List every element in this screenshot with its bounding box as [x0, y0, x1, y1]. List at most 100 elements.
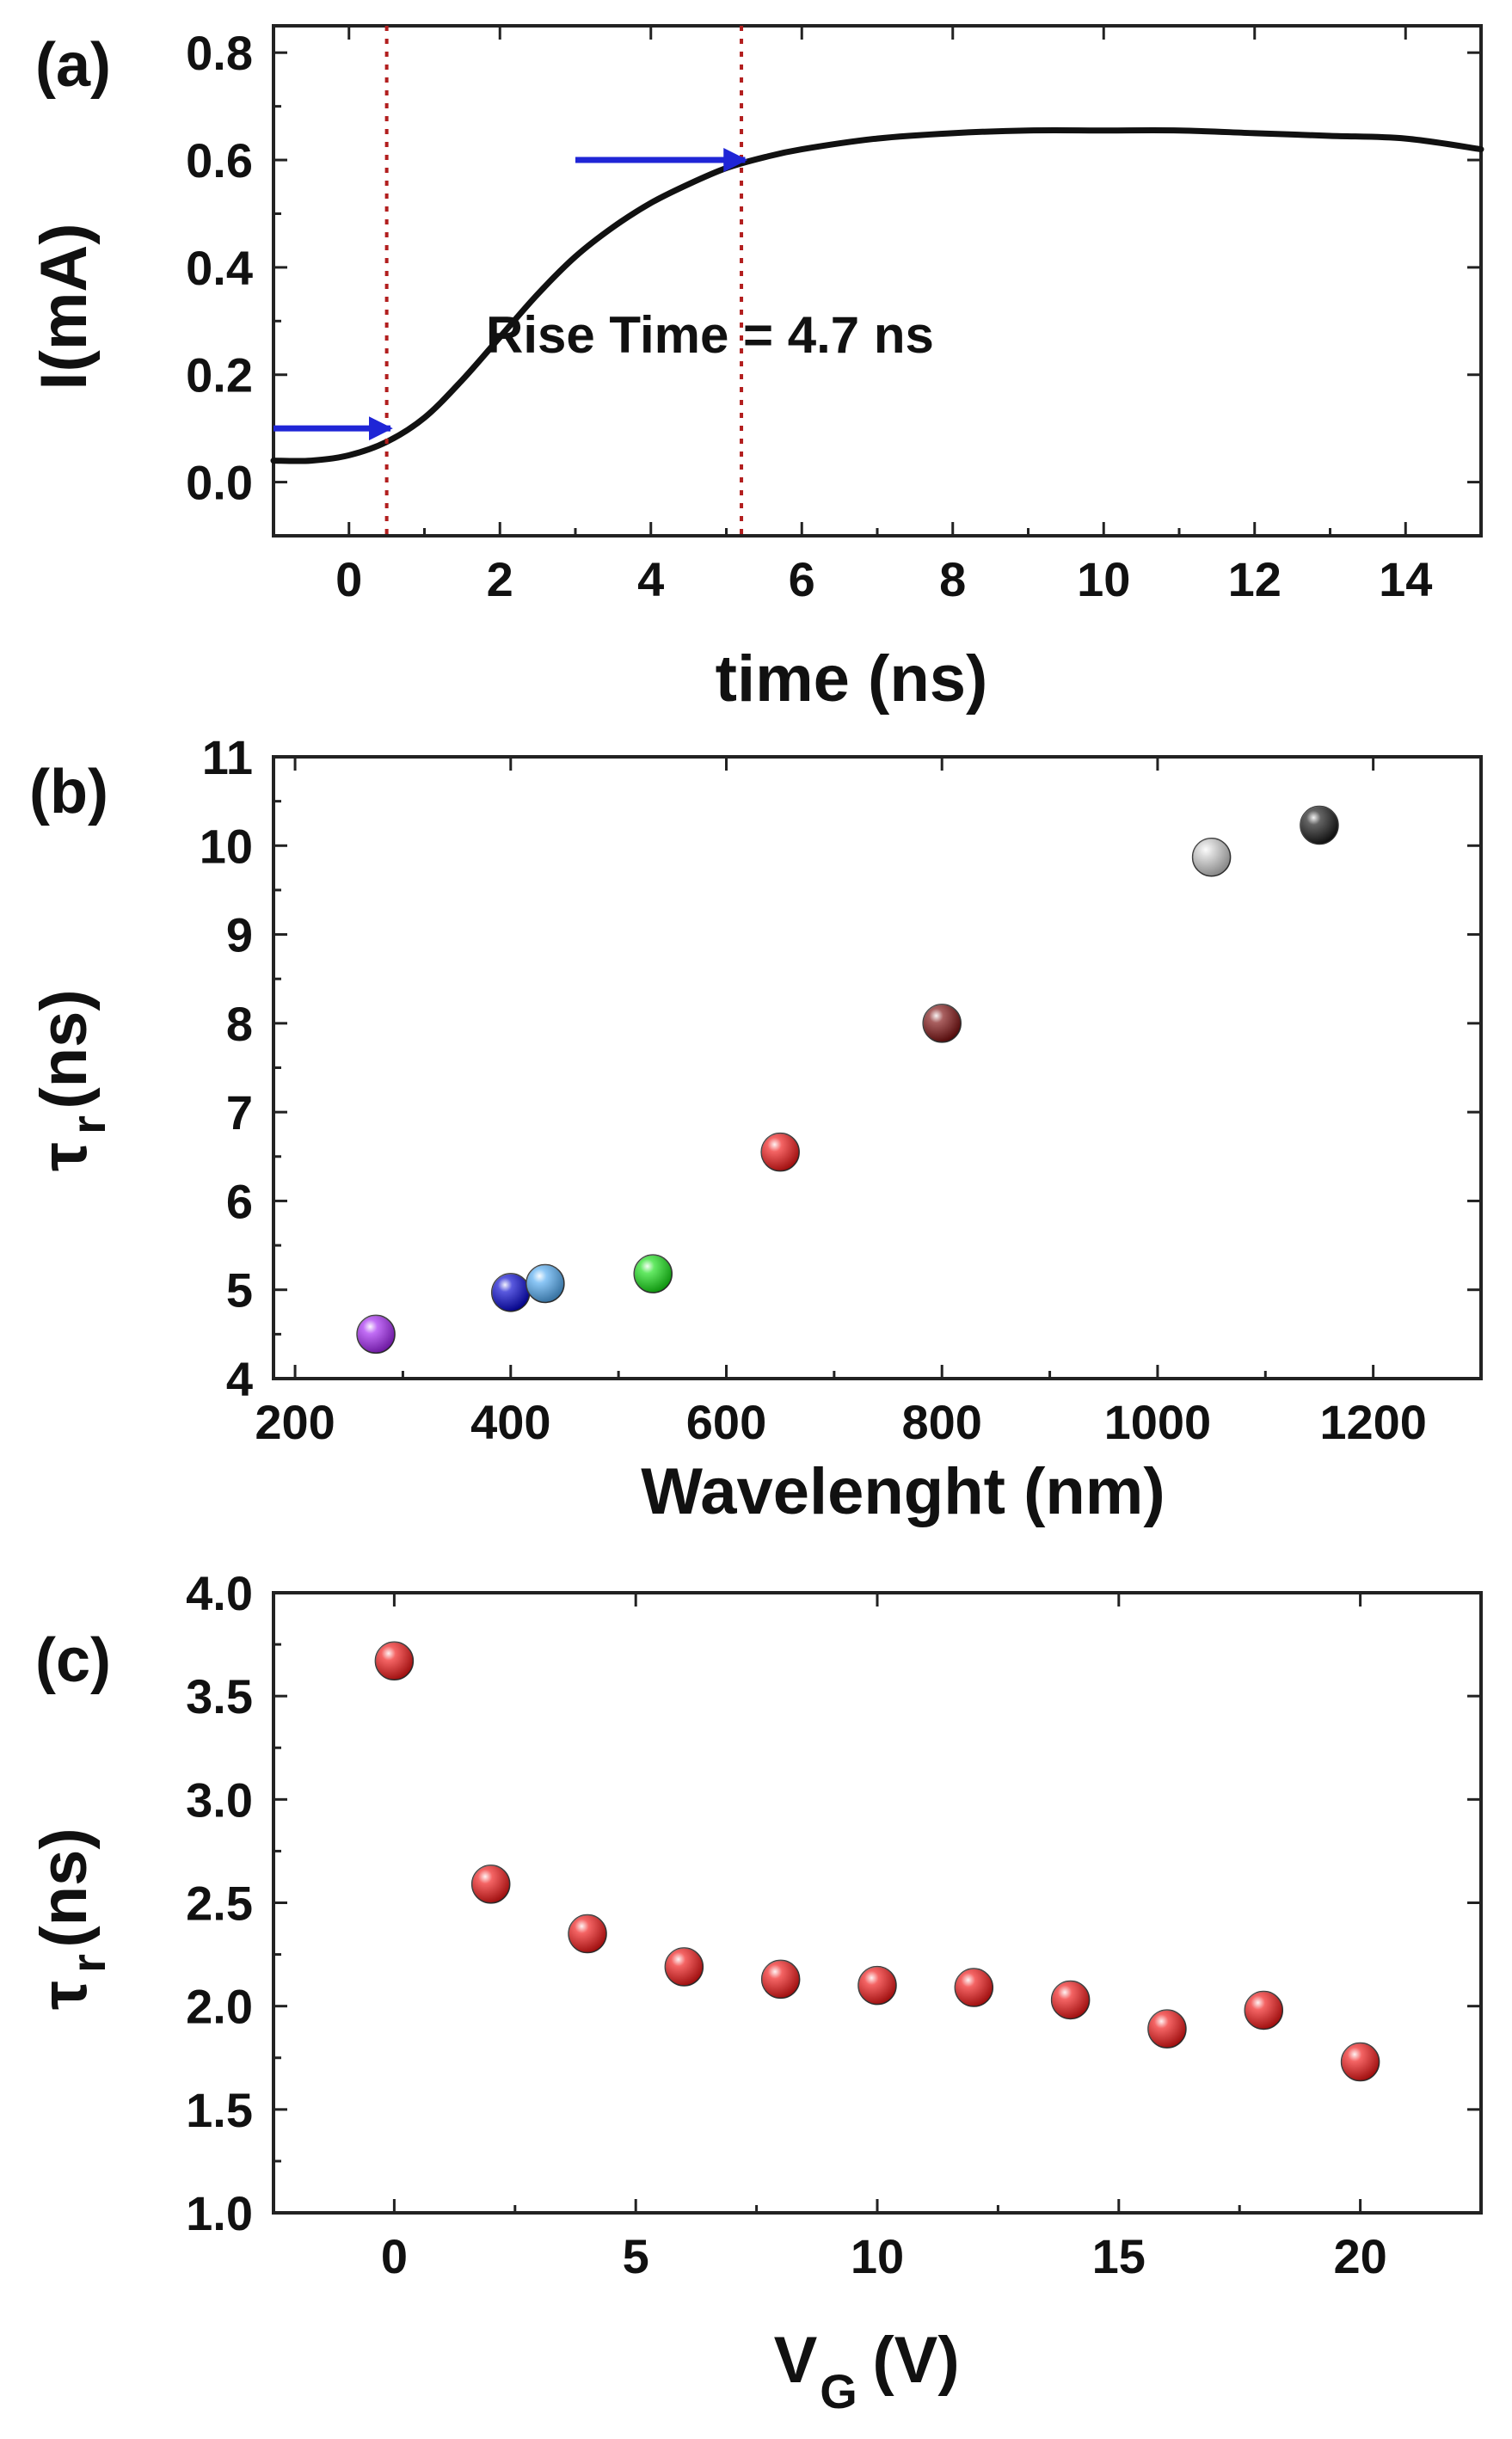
panel-c: 0 5 10 15 20 1.0 1.5 2.0 2.5 3.0 3.5 4.0 (c) V G (V) τr (…: [28, 1566, 1483, 2418]
y-tick-label: 4: [226, 1352, 253, 1406]
data-point-highlight: [471, 1865, 510, 1903]
x-tick-label: 14: [1379, 552, 1432, 606]
x-tick-label: 2: [487, 552, 513, 606]
panel-label: (a): [35, 31, 111, 100]
x-tick-label: 400: [470, 1395, 550, 1449]
x-tick-label: 20: [1333, 2229, 1386, 2283]
panel-a: 0 2 4 6 8 10 12 14 0.0 0.2 0.4 0.6 0.8 Rise Time = 4.…: [28, 24, 1484, 716]
x-tick-label: 200: [255, 1395, 335, 1449]
data-point: [1244, 1990, 1284, 2030]
x-axis-title-subscript: G: [820, 2364, 857, 2418]
data-point: [1191, 837, 1232, 877]
data-point: [857, 1965, 897, 2006]
plot-frame: [272, 24, 1483, 538]
x-tick-label: 10: [851, 2229, 904, 2283]
y-tick-label: 0.2: [186, 348, 253, 402]
x-tick-label: 5: [623, 2229, 649, 2283]
y-axis-title: τr (ns): [28, 1828, 115, 2010]
y-tick-label: 8: [226, 997, 253, 1051]
x-tick-label: 600: [686, 1395, 766, 1449]
x-tick-label: 4: [637, 552, 664, 606]
y-tick-label: 0.6: [186, 133, 253, 187]
y-tick-label: 0.8: [186, 26, 253, 80]
data-point: [922, 1004, 962, 1043]
data-point-highlight: [357, 1315, 396, 1354]
data-point-highlight: [569, 1914, 607, 1953]
data-point: [374, 1641, 415, 1681]
x-axis-title: V G (V): [774, 2324, 960, 2418]
rise-time-annotation: Rise Time = 4.7 ns: [486, 306, 934, 364]
data-point-highlight: [1341, 2043, 1380, 2081]
y-axis-title-subscript: r: [61, 1954, 115, 1973]
data-point-highlight: [491, 1273, 530, 1312]
y-axis-title: τr (ns): [28, 989, 115, 1171]
data-point-highlight: [1300, 806, 1338, 845]
y-tick-label: 6: [226, 1174, 253, 1228]
y-tick-label: 11: [202, 730, 253, 784]
y-tick-label: 2.0: [186, 1980, 253, 2034]
data-point-highlight: [1051, 1981, 1090, 2019]
panel-label: (b): [29, 758, 108, 826]
data-point-highlight: [955, 1969, 993, 2007]
data-point: [1300, 805, 1339, 845]
y-tick-label: 3.0: [186, 1772, 253, 1827]
y-tick-label: 4.0: [186, 1566, 253, 1620]
y-axis-title-unit: (ns): [28, 989, 101, 1109]
data-point-highlight: [761, 1960, 800, 1999]
x-tick-label: 10: [1077, 552, 1130, 606]
data-point: [470, 1865, 511, 1904]
data-point: [954, 1968, 994, 2007]
x-tick-label: 8: [939, 552, 966, 606]
data-point-highlight: [634, 1255, 673, 1293]
x-tick-label: 0: [335, 552, 362, 606]
data-point-highlight: [923, 1004, 962, 1042]
data-point-highlight: [1245, 1991, 1283, 2030]
data-point: [1147, 2009, 1187, 2049]
y-tick-label: 9: [226, 908, 253, 962]
y-tick-label: 7: [226, 1085, 253, 1140]
data-point-highlight: [761, 1133, 800, 1171]
x-tick-label: 1200: [1319, 1395, 1427, 1449]
plot-frame: [272, 755, 1483, 1380]
data-point: [1050, 1980, 1091, 2020]
panel-label: (c): [35, 1626, 111, 1695]
x-tick-label: 1000: [1104, 1395, 1212, 1449]
current-curve: [270, 126, 1484, 464]
y-axis-title-subscript: r: [61, 1115, 115, 1134]
y-axis-title-unit: (ns): [28, 1828, 101, 1947]
data-point: [568, 1914, 607, 1954]
data-point: [1340, 2042, 1380, 2082]
y-axis-title: I(mA): [28, 223, 101, 390]
x-tick-label: 0: [381, 2229, 408, 2283]
data-point-highlight: [526, 1264, 564, 1303]
y-tick-label: 1.5: [186, 2083, 253, 2137]
y-tick-label: 5: [226, 1263, 253, 1318]
x-axis-title-unit: (V): [872, 2324, 959, 2397]
data-point-highlight: [665, 1948, 704, 1987]
x-tick-label: 15: [1092, 2229, 1146, 2283]
y-tick-label: 1.0: [186, 2186, 253, 2240]
data-point: [760, 1132, 800, 1172]
y-tick-label: 0.0: [186, 456, 253, 510]
data-point: [633, 1254, 673, 1293]
data-point: [526, 1263, 565, 1304]
data-point: [760, 1959, 801, 2000]
data-point: [664, 1947, 704, 1987]
y-axis-title-symbol: τ: [28, 1142, 101, 1171]
data-point-highlight: [1192, 838, 1231, 876]
y-tick-label: 2.5: [186, 1877, 253, 1931]
data-point-highlight: [1147, 2010, 1186, 2049]
y-tick-label: 10: [200, 819, 253, 873]
x-axis-title: time (ns): [716, 642, 988, 716]
panel-b: 200 400 600 800 1000 1200 4 5 6 7 8 9 10 11 (b) Wavelen…: [28, 730, 1483, 1528]
x-tick-label: 800: [901, 1395, 981, 1449]
plot-frame: [272, 1591, 1483, 2215]
y-axis-title-symbol: τ: [28, 1981, 101, 2010]
y-tick-label: 3.5: [186, 1669, 253, 1723]
data-point: [356, 1314, 396, 1355]
data-point: [491, 1273, 531, 1312]
y-tick-label: 0.4: [186, 241, 253, 295]
data-point-highlight: [375, 1642, 414, 1680]
x-tick-label: 12: [1228, 552, 1282, 606]
